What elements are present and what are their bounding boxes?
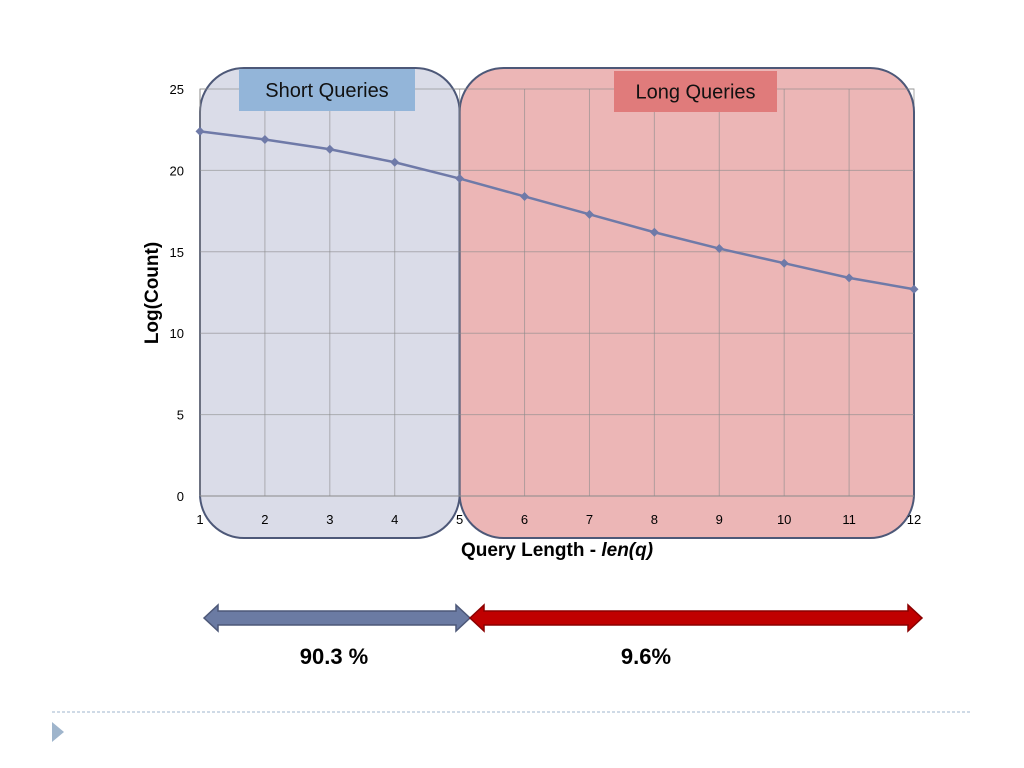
x-tick-label: 5 bbox=[456, 512, 463, 527]
triangle-bullet-icon bbox=[52, 722, 64, 742]
data-point bbox=[844, 273, 854, 283]
x-axis-title-prefix: Query Length - bbox=[461, 540, 601, 561]
share-label: 9.6% bbox=[621, 644, 671, 669]
gridlines bbox=[199, 88, 914, 497]
x-axis-title-italic: len(q) bbox=[601, 540, 653, 561]
y-tick-label: 5 bbox=[177, 408, 184, 423]
y-tick-label: 15 bbox=[170, 245, 184, 260]
region-label-box bbox=[614, 71, 777, 112]
x-tick-label: 6 bbox=[521, 512, 528, 527]
share-arrows: 90.3 % 9.6% bbox=[202, 603, 924, 669]
data-point bbox=[520, 191, 530, 201]
x-tick-label: 4 bbox=[391, 512, 398, 527]
y-axis-title: Log(Count) bbox=[142, 242, 163, 344]
region-label: Long Queries bbox=[635, 82, 755, 104]
data-point bbox=[649, 227, 659, 237]
region-long bbox=[458, 67, 915, 539]
x-axis-title: Query Length - len(q) bbox=[461, 540, 653, 561]
region-label-box bbox=[239, 69, 415, 111]
data-point bbox=[260, 134, 270, 144]
x-tick-label: 8 bbox=[651, 512, 658, 527]
data-point bbox=[455, 174, 465, 184]
x-tick-label: 10 bbox=[777, 512, 791, 527]
data-point bbox=[909, 284, 919, 294]
share-arrow bbox=[202, 603, 472, 633]
y-tick-label: 25 bbox=[170, 82, 184, 97]
region-labels: Short Queries Long Queries bbox=[239, 69, 777, 112]
series-line bbox=[199, 130, 915, 291]
series bbox=[195, 126, 919, 294]
share-arrow bbox=[468, 603, 924, 633]
data-point bbox=[584, 209, 594, 219]
x-tick-label: 7 bbox=[586, 512, 593, 527]
data-point bbox=[325, 144, 335, 154]
share-label: 90.3 % bbox=[300, 644, 369, 669]
data-point bbox=[714, 244, 724, 254]
y-tick-label: 10 bbox=[170, 326, 184, 341]
x-tick-label: 2 bbox=[261, 512, 268, 527]
x-tick-label: 12 bbox=[907, 512, 921, 527]
data-point bbox=[390, 157, 400, 167]
x-tick-label: 9 bbox=[716, 512, 723, 527]
x-tick-label: 11 bbox=[842, 512, 856, 527]
regions bbox=[199, 67, 915, 539]
y-tick-label: 0 bbox=[177, 489, 184, 504]
region-label: Short Queries bbox=[265, 80, 388, 102]
y-tick-label: 20 bbox=[170, 163, 184, 178]
data-point bbox=[779, 258, 789, 268]
x-tick-label: 3 bbox=[326, 512, 333, 527]
data-point bbox=[195, 126, 205, 136]
x-tick-label: 1 bbox=[196, 512, 203, 527]
